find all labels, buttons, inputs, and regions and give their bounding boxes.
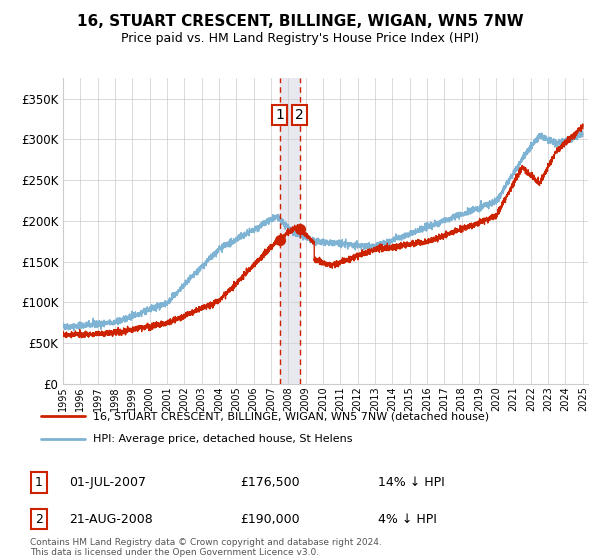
Text: 16, STUART CRESCENT, BILLINGE, WIGAN, WN5 7NW: 16, STUART CRESCENT, BILLINGE, WIGAN, WN… — [77, 14, 523, 29]
Text: 16, STUART CRESCENT, BILLINGE, WIGAN, WN5 7NW (detached house): 16, STUART CRESCENT, BILLINGE, WIGAN, WN… — [94, 411, 490, 421]
Text: 4% ↓ HPI: 4% ↓ HPI — [378, 512, 437, 526]
Text: Contains HM Land Registry data © Crown copyright and database right 2024.
This d: Contains HM Land Registry data © Crown c… — [30, 538, 382, 557]
Bar — [280, 78, 299, 384]
Text: 1: 1 — [275, 108, 284, 122]
Text: 01-JUL-2007: 01-JUL-2007 — [69, 476, 146, 489]
Text: HPI: Average price, detached house, St Helens: HPI: Average price, detached house, St H… — [94, 435, 353, 445]
Text: £190,000: £190,000 — [240, 512, 299, 526]
Text: Price paid vs. HM Land Registry's House Price Index (HPI): Price paid vs. HM Land Registry's House … — [121, 32, 479, 45]
Text: £176,500: £176,500 — [240, 476, 299, 489]
Text: 1: 1 — [35, 476, 43, 489]
Text: 21-AUG-2008: 21-AUG-2008 — [69, 512, 153, 526]
Text: 2: 2 — [295, 108, 304, 122]
Text: 2: 2 — [35, 512, 43, 526]
Text: 14% ↓ HPI: 14% ↓ HPI — [378, 476, 445, 489]
